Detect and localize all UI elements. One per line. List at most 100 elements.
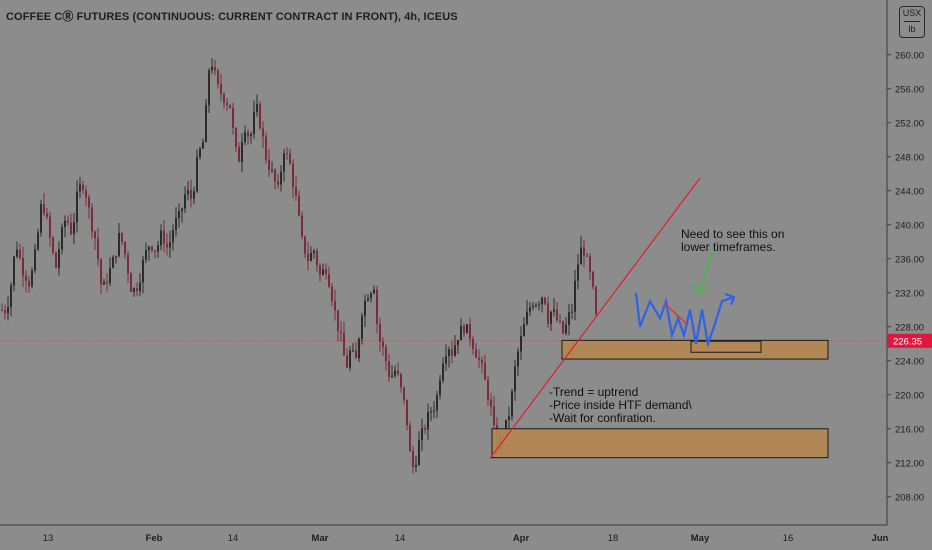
candle-body — [337, 310, 339, 332]
candle-body — [181, 208, 183, 212]
candle-body — [379, 323, 381, 342]
candle-body — [214, 66, 216, 71]
candle-body — [406, 399, 408, 426]
candle-body — [475, 348, 477, 358]
candle-body — [574, 280, 576, 312]
candle-body — [88, 197, 90, 208]
y-tick-label: 220.00 — [895, 390, 924, 401]
candle-body — [259, 103, 261, 129]
projection-red-segment — [663, 302, 689, 326]
candle-body — [37, 232, 39, 250]
candle-body — [355, 350, 357, 359]
candle-body — [190, 190, 192, 199]
candle-body — [280, 171, 282, 185]
candle-body — [490, 399, 492, 407]
candle-body — [478, 357, 480, 360]
candle-body — [154, 250, 156, 252]
candle-body — [445, 356, 447, 364]
candle-body — [94, 231, 96, 239]
y-tick-label: 236.00 — [895, 254, 924, 265]
candle-body — [328, 274, 330, 287]
candle-body — [430, 411, 432, 413]
candle-body — [121, 233, 123, 242]
candle-body — [217, 70, 219, 85]
candle-body — [289, 153, 291, 164]
candle-body — [385, 347, 387, 362]
candle-body — [340, 331, 342, 333]
chart-title: COFFEE CⓇ FUTURES (CONTINUOUS: CURRENT C… — [6, 11, 458, 23]
currency-unit-badge[interactable]: USX lb — [899, 6, 925, 38]
candle-body — [367, 298, 369, 301]
candle-body — [208, 70, 210, 106]
candle-body — [85, 190, 87, 198]
candle-body — [310, 252, 312, 261]
y-tick-label: 232.00 — [895, 288, 924, 299]
candle-body — [523, 324, 525, 337]
candle-body — [262, 128, 264, 137]
candle-body — [166, 244, 168, 248]
candle-body — [586, 255, 588, 257]
candle-body — [481, 359, 483, 364]
x-tick-label: May — [691, 533, 710, 544]
candle-body — [313, 250, 315, 253]
htf-demand-zone — [491, 428, 829, 459]
candle-body — [157, 245, 159, 252]
x-tick-label: Mar — [312, 533, 329, 544]
x-tick-label: 13 — [43, 533, 54, 544]
candle-body — [61, 227, 63, 250]
candle-body — [79, 184, 81, 192]
candle-body — [4, 309, 6, 314]
analysis-note: -Trend = uptrend -Price inside HTF deman… — [549, 385, 692, 425]
candle-body — [7, 306, 9, 314]
lower-timeframe-note: Need to see this on lower timeframes. — [681, 227, 785, 254]
candle-body — [442, 363, 444, 381]
candle-body — [412, 451, 414, 468]
candle-body — [544, 297, 546, 304]
candle-body — [175, 218, 177, 231]
candle-body — [103, 281, 105, 285]
candle-body — [520, 336, 522, 352]
y-tick-label: 244.00 — [895, 186, 924, 197]
candle-body — [376, 289, 378, 324]
candle-body — [109, 267, 111, 284]
candle-body — [223, 94, 225, 103]
candle-body — [25, 275, 27, 281]
candles-group — [1, 58, 597, 474]
candle-body — [469, 324, 471, 339]
candle-body — [562, 321, 564, 334]
candle-body — [16, 249, 18, 257]
candle-body — [595, 287, 597, 315]
candle-body — [160, 230, 162, 246]
candle-body — [454, 345, 456, 356]
candle-body — [346, 355, 348, 368]
x-tick-label: 14 — [228, 533, 239, 544]
candle-body — [514, 366, 516, 392]
candle-body — [178, 211, 180, 219]
candle-body — [349, 350, 351, 368]
last-price-tag — [887, 333, 932, 348]
candle-body — [205, 105, 207, 143]
candle-body — [265, 136, 267, 160]
candle-body — [373, 289, 375, 294]
y-tick-label: 240.00 — [895, 220, 924, 231]
candle-body — [55, 252, 57, 268]
candle-body — [67, 220, 69, 223]
y-tick-label: 252.00 — [895, 118, 924, 129]
candle-body — [76, 191, 78, 223]
candle-body — [307, 253, 309, 261]
candle-body — [526, 311, 528, 325]
candle-body — [163, 230, 165, 245]
y-tick-label: 212.00 — [895, 458, 924, 469]
candle-body — [493, 406, 495, 426]
green-arrowhead — [692, 283, 708, 296]
candle-body — [112, 257, 114, 268]
candle-body — [238, 147, 240, 162]
candle-body — [358, 338, 360, 359]
candle-body — [331, 286, 333, 302]
projection-path — [634, 292, 735, 349]
inner-zone — [690, 340, 762, 353]
candle-body — [34, 249, 36, 271]
candle-body — [532, 306, 534, 308]
